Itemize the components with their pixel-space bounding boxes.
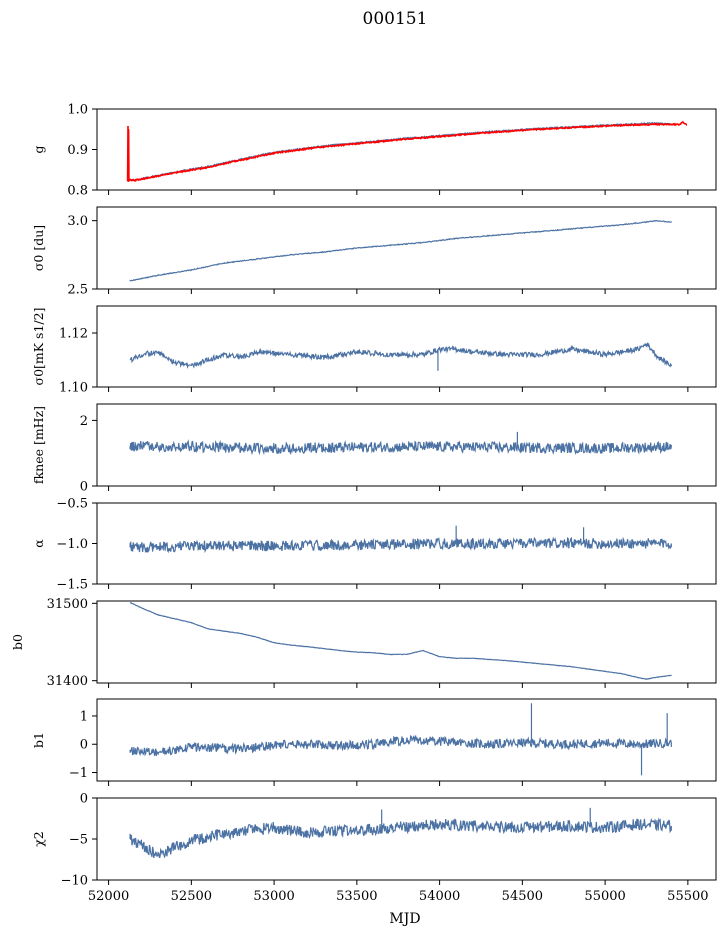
x-tick-labels: 52000 52500 53000 53500 54000 54500 55000 55500 [88, 889, 709, 904]
y-axis-label-b1: b1 [31, 732, 46, 748]
y-tick-label-alpha-0: −1.5 [56, 578, 88, 593]
y-tick-label-fknee-1: 2 [80, 414, 88, 429]
y-tick-label-b0-0: 31400 [47, 674, 88, 689]
series-line-chi2-0 [129, 817, 672, 859]
axes-frame-sigma0-du [96, 206, 717, 290]
x-tick-label-3: 53500 [336, 889, 377, 904]
panel-b0: 31400 31500 b0 [10, 597, 717, 689]
y-tick-label-sigma0-du-1: 3.0 [67, 214, 88, 229]
panel-alpha: −1.5 −1.0 −0.5 α [31, 497, 717, 593]
y-axis-label-chi2: χ2 [31, 831, 46, 847]
panel-fknee: 0 2 fknee [mHz] [31, 403, 717, 495]
series-line-b1-0 [129, 734, 672, 757]
y-tick-label-b1-1: 0 [80, 738, 88, 753]
panel-b1: −1 0 1 b1 [31, 698, 717, 786]
panels-group: 0.8 0.9 1.0 g 2.5 3.0 σ0 [du] 1.10 1.12 σ0[mK s1/… [10, 103, 717, 904]
y-tick-label-sigma0-mk-1: 1.12 [59, 327, 88, 342]
x-tick-label-7: 55500 [667, 889, 708, 904]
x-tick-label-4: 54000 [419, 889, 460, 904]
y-tick-label-chi2-2: 0 [80, 792, 88, 807]
y-axis-label-g: g [31, 145, 46, 153]
figure-title: 000151 [363, 9, 428, 29]
y-tick-label-alpha-1: −1.0 [56, 537, 88, 552]
y-tick-label-chi2-1: −5 [69, 833, 88, 848]
y-tick-label-g-1: 0.9 [67, 143, 88, 158]
axes-frame-b1 [96, 698, 717, 782]
series-line-alpha-0 [129, 536, 672, 554]
axes-frame-sigma0-mk [96, 305, 717, 388]
axes-frame-b0 [96, 600, 717, 684]
series-line-g-1 [126, 120, 688, 182]
y-tick-label-b1-0: −1 [69, 766, 88, 781]
panel-sigma0-mk: 1.10 1.12 σ0[mK s1/2] [31, 305, 717, 396]
axes-frame-fknee [96, 403, 717, 487]
x-tick-label-6: 55000 [584, 889, 625, 904]
y-axis-label-sigma0-mk: σ0[mK s1/2] [31, 308, 46, 386]
y-axis-label-sigma0-du: σ0 [du] [31, 225, 46, 271]
y-tick-label-sigma0-du-0: 2.5 [67, 283, 88, 298]
panel-chi2: −10 −5 0 χ2 [31, 792, 717, 889]
y-axis-label-alpha: α [31, 539, 46, 548]
x-tick-label-2: 53000 [253, 889, 294, 904]
y-tick-label-fknee-0: 0 [80, 480, 88, 495]
y-tick-label-g-0: 0.8 [67, 184, 88, 199]
series-line-sigma0-mk-0 [129, 342, 672, 369]
y-axis-label-fknee: fknee [mHz] [31, 406, 46, 484]
x-axis-label: MJD [389, 911, 420, 927]
y-tick-label-alpha-2: −0.5 [56, 497, 88, 512]
series-line-fknee-0 [129, 439, 672, 456]
series-line-b0-0 [129, 602, 672, 680]
y-axis-label-b0: b0 [10, 634, 25, 650]
y-tick-label-b1-2: 1 [80, 709, 88, 724]
x-tick-label-5: 54500 [502, 889, 543, 904]
panel-sigma0-du: 2.5 3.0 σ0 [du] [31, 206, 717, 298]
y-tick-label-chi2-0: −10 [61, 874, 88, 889]
axes-frame-g [96, 108, 717, 191]
series-line-sigma0-du-0 [129, 219, 672, 282]
series-line-g-0 [127, 121, 672, 182]
y-tick-label-g-2: 1.0 [67, 103, 88, 118]
panel-g: 0.8 0.9 1.0 g [31, 103, 717, 199]
y-tick-label-sigma0-mk-0: 1.10 [59, 381, 88, 396]
y-tick-label-b0-1: 31500 [47, 597, 88, 612]
x-tick-label-1: 52500 [171, 889, 212, 904]
x-tick-label-0: 52000 [88, 889, 129, 904]
